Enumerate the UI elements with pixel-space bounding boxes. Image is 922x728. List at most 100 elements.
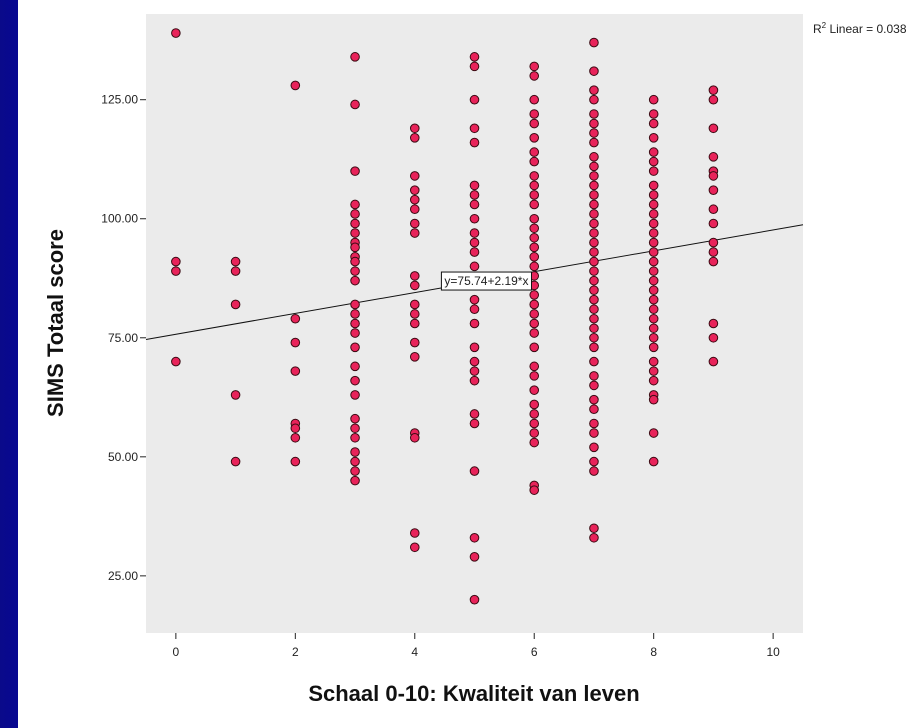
data-point (649, 267, 658, 276)
data-point (470, 238, 479, 247)
data-point (351, 467, 360, 476)
data-point (351, 414, 360, 423)
data-point (649, 157, 658, 166)
data-point (530, 110, 539, 119)
data-point (649, 95, 658, 104)
data-point (410, 272, 419, 281)
data-point (530, 224, 539, 233)
data-point (172, 357, 181, 366)
data-point (470, 357, 479, 366)
y-tick-label: 75.00 (108, 331, 138, 345)
data-point (351, 424, 360, 433)
data-point (649, 343, 658, 352)
data-point (231, 267, 240, 276)
data-point (649, 200, 658, 209)
data-point (470, 214, 479, 223)
data-point (530, 343, 539, 352)
data-point (351, 53, 360, 62)
data-point (351, 476, 360, 485)
data-point (590, 153, 599, 162)
data-point (470, 200, 479, 209)
r2-label: R2 Linear = 0.038 (813, 21, 907, 36)
data-point (470, 295, 479, 304)
data-point (649, 395, 658, 404)
data-point (590, 219, 599, 228)
data-point (709, 172, 718, 181)
data-point (351, 210, 360, 219)
data-point (530, 214, 539, 223)
data-point (470, 124, 479, 133)
data-point (410, 310, 419, 319)
data-point (709, 248, 718, 257)
data-point (590, 248, 599, 257)
data-point (351, 343, 360, 352)
x-tick-label: 2 (292, 645, 299, 659)
data-point (410, 205, 419, 214)
data-point (590, 138, 599, 147)
data-point (530, 438, 539, 447)
data-point (470, 376, 479, 385)
data-point (590, 210, 599, 219)
data-point (590, 372, 599, 381)
data-point (470, 53, 479, 62)
data-point (470, 95, 479, 104)
x-axis: 0 2 4 6 8 10 (173, 633, 781, 659)
data-point (351, 319, 360, 328)
data-point (410, 338, 419, 347)
data-point (530, 253, 539, 262)
data-point (410, 433, 419, 442)
data-point (470, 138, 479, 147)
data-point (351, 376, 360, 385)
data-point (590, 381, 599, 390)
data-point (649, 314, 658, 323)
data-point (649, 134, 658, 143)
data-point (530, 400, 539, 409)
data-point (649, 148, 658, 157)
data-point (530, 72, 539, 81)
data-point (649, 210, 658, 219)
x-tick-label: 10 (766, 645, 780, 659)
data-point (590, 457, 599, 466)
data-point (351, 391, 360, 400)
data-point (470, 553, 479, 562)
data-point (410, 186, 419, 195)
data-point (709, 186, 718, 195)
data-point (470, 410, 479, 419)
data-point (530, 200, 539, 209)
data-point (410, 353, 419, 362)
slide: 25.00 50.00 75.00 100.00 125.00 0 2 4 6 8 10 y=75… (18, 0, 922, 728)
data-point (590, 357, 599, 366)
data-point (410, 300, 419, 309)
data-point (470, 595, 479, 604)
x-tick-label: 4 (411, 645, 418, 659)
data-point (649, 238, 658, 247)
data-point (590, 238, 599, 247)
y-tick-label: 50.00 (108, 450, 138, 464)
data-point (649, 191, 658, 200)
data-point (590, 181, 599, 190)
data-point (530, 329, 539, 338)
data-point (709, 153, 718, 162)
data-point (649, 181, 658, 190)
scatter-chart: 25.00 50.00 75.00 100.00 125.00 0 2 4 6 8 10 y=75… (18, 0, 922, 728)
data-point (709, 205, 718, 214)
data-point (530, 134, 539, 143)
data-point (709, 238, 718, 247)
data-point (410, 319, 419, 328)
data-point (351, 257, 360, 266)
data-point (649, 248, 658, 257)
data-point (351, 267, 360, 276)
data-point (649, 219, 658, 228)
data-point (530, 319, 539, 328)
x-tick-label: 6 (531, 645, 538, 659)
data-point (470, 467, 479, 476)
x-axis-title: Schaal 0-10: Kwaliteit van leven (308, 681, 639, 706)
data-point (470, 533, 479, 542)
data-point (530, 486, 539, 495)
data-point (410, 219, 419, 228)
data-point (410, 195, 419, 204)
data-point (530, 119, 539, 128)
data-point (590, 286, 599, 295)
data-point (351, 243, 360, 252)
data-point (530, 62, 539, 71)
